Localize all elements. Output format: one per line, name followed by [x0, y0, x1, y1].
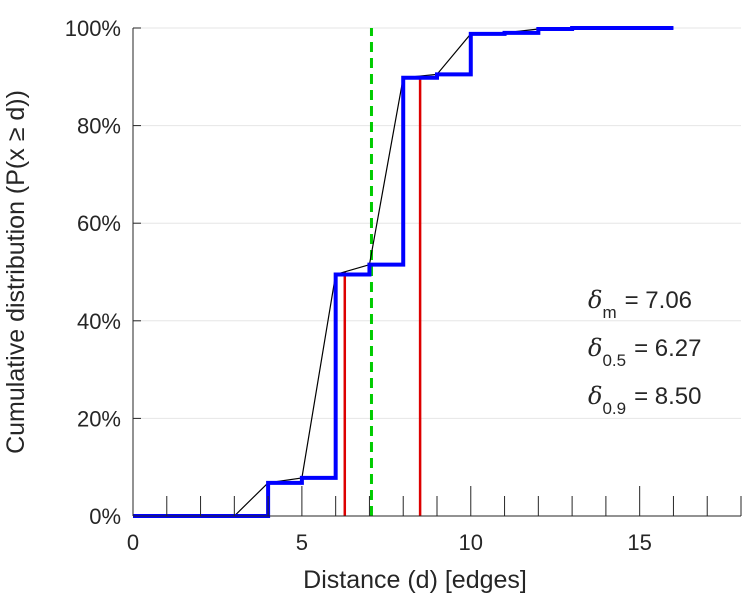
annotation-value: = 6.27	[634, 335, 701, 362]
x-tick-label: 10	[459, 530, 483, 555]
annotation-value: = 8.50	[634, 383, 701, 410]
annotation-text: δm = 7.06	[588, 286, 692, 322]
y-tick-label: 40%	[77, 309, 121, 334]
annotation-text: δ0.9 = 8.50	[588, 382, 702, 418]
x-axis-title: Distance (d) [edges]	[303, 566, 527, 594]
x-tick-label: 0	[127, 530, 139, 555]
annotation-subscript: m	[602, 303, 616, 322]
annotation-symbol: δ	[588, 382, 602, 410]
tick-labels: 0 5 10 15 0% 20% 40% 60% 80% 100%	[65, 16, 652, 555]
x-tick-label: 5	[296, 530, 308, 555]
annotation-symbol: δ	[588, 286, 602, 314]
x-tick-label: 15	[627, 530, 651, 555]
y-tick-label: 0%	[89, 504, 121, 529]
step-series	[133, 26, 674, 518]
y-tick-label: 80%	[77, 114, 121, 139]
plot-area	[133, 26, 674, 518]
interpolated-series	[133, 27, 674, 517]
axes	[132, 27, 742, 517]
annotation-subscript: 0.9	[602, 399, 626, 418]
annotation-subscript: 0.5	[602, 351, 626, 370]
y-tick-label: 60%	[77, 211, 121, 236]
y-axis-title: Cumulative distribution (P(x ≥ d))	[2, 90, 30, 454]
grid	[133, 27, 741, 419]
annotation-symbol: δ	[588, 334, 602, 362]
annotation-text: δ0.5 = 6.27	[588, 334, 702, 370]
annotation-value: = 7.06	[625, 287, 692, 314]
y-tick-label: 100%	[65, 16, 121, 41]
y-tick-label: 20%	[77, 406, 121, 431]
